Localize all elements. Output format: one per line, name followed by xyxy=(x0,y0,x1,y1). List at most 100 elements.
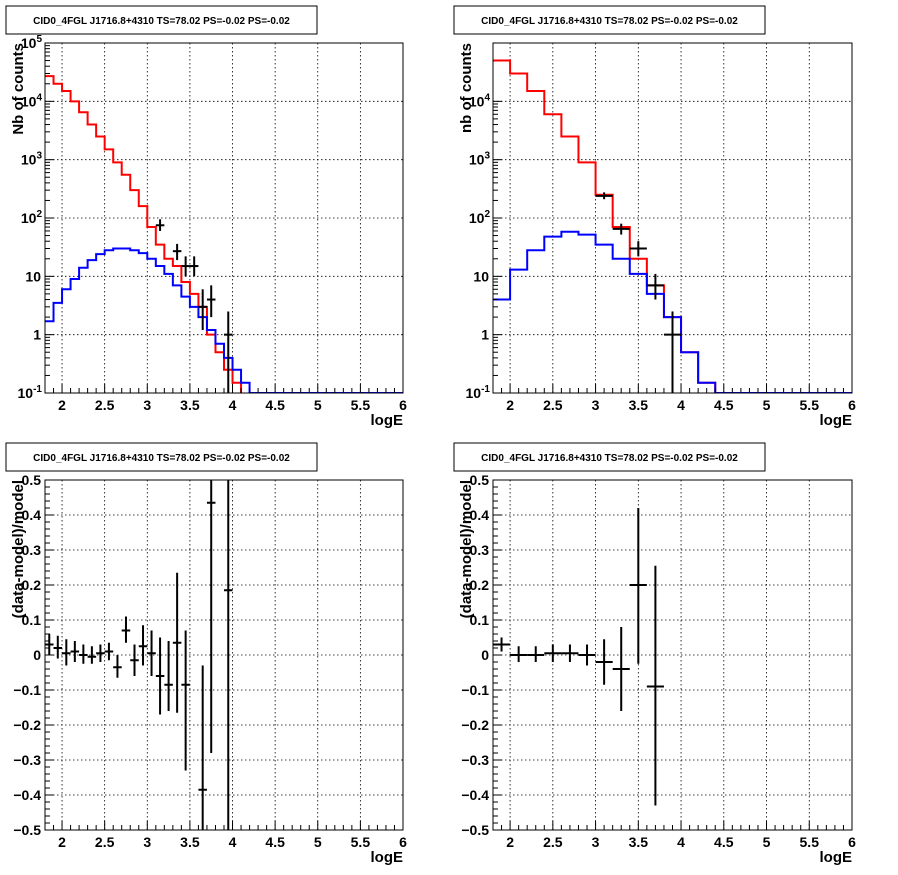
x-tick-label: 5 xyxy=(763,834,771,850)
y-tick-label: 104 xyxy=(21,92,43,109)
data-point xyxy=(595,639,613,685)
y-axis-label: Nb of counts xyxy=(10,43,27,135)
x-tick-label: 6 xyxy=(399,834,407,850)
data-point xyxy=(181,630,190,771)
data-point xyxy=(612,223,630,235)
y-tick-label: 10 xyxy=(473,268,489,284)
data-point xyxy=(224,480,233,830)
x-tick-label: 2 xyxy=(506,834,514,850)
y-axis: −0.5 −0.4 −0.3 −0.2 −0.1 0 0.1 0.2 0.3 0.4 0.5(dat… xyxy=(10,472,54,838)
title-box-border xyxy=(5,5,318,35)
data-point xyxy=(612,627,630,711)
x-tick-label: 3.5 xyxy=(629,834,649,850)
x-tick-label: 3 xyxy=(143,397,151,413)
x-axis-label: logE xyxy=(820,849,853,866)
y-tick-label: −0.4 xyxy=(13,787,41,803)
x-tick-label: 4.5 xyxy=(714,397,734,413)
y-tick-label: −0.3 xyxy=(461,752,489,768)
y-tick-label: 0 xyxy=(481,647,489,663)
data-point xyxy=(595,192,613,200)
x-tick-label: 6 xyxy=(399,397,407,413)
y-tick-label: 0.4 xyxy=(470,507,490,523)
y-tick-label: 10-1 xyxy=(18,384,43,401)
x-tick-label: 2.5 xyxy=(543,397,563,413)
data-layer xyxy=(493,508,664,806)
y-tick-label: −0.5 xyxy=(13,822,41,838)
data-point xyxy=(629,508,647,664)
y-tick-label: −0.5 xyxy=(461,822,489,838)
y-tick-label: 0.3 xyxy=(470,542,490,558)
x-tick-label: 4.5 xyxy=(265,834,285,850)
y-tick-label: −0.1 xyxy=(461,682,489,698)
grid xyxy=(45,480,403,830)
data-point xyxy=(646,273,664,300)
x-tick-label: 2 xyxy=(506,397,514,413)
data-point xyxy=(561,644,579,662)
x-tick-label: 5 xyxy=(314,397,322,413)
data-point xyxy=(172,572,182,713)
y-tick-label: 10-1 xyxy=(466,384,491,401)
x-axis-label: logE xyxy=(371,849,404,866)
data-point xyxy=(164,641,173,711)
x-tick-label: 6 xyxy=(848,834,856,850)
x-tick-label: 5 xyxy=(763,397,771,413)
y-tick-label: 0.5 xyxy=(470,472,490,488)
y-axis-label: nb of counts xyxy=(458,43,475,133)
chart-title-box: CID0_4FGL J1716.8+4310 TS=78.02 PS=-0.02… xyxy=(5,5,318,35)
data-point xyxy=(544,644,562,662)
y-tick-label: 103 xyxy=(469,151,491,168)
data-point xyxy=(45,634,54,655)
data-point xyxy=(578,644,596,666)
x-tick-label: 2.5 xyxy=(95,834,115,850)
data-point xyxy=(104,642,114,661)
histogram-series-red xyxy=(493,59,717,393)
data-point xyxy=(527,646,545,662)
histogram-series-red xyxy=(45,75,243,393)
data-layer xyxy=(45,480,233,830)
y-tick-label: 0.1 xyxy=(22,612,42,628)
y-tick-label: 0 xyxy=(33,647,41,663)
chart-panel-2: CID0_4FGL J1716.8+4310 TS=78.02 PS=-0.02… xyxy=(453,5,856,429)
x-tick-label: 4 xyxy=(677,834,685,850)
y-axis-label: (data-model)/model xyxy=(458,480,475,618)
y-tick-label: 102 xyxy=(21,209,43,226)
x-tick-label: 2.5 xyxy=(95,397,115,413)
y-axis: −0.5 −0.4 −0.3 −0.2 −0.1 0 0.1 0.2 0.3 0.4 0.5(dat… xyxy=(458,472,502,838)
chart-title-box: CID0_4FGL J1716.8+4310 TS=78.02 PS=-0.02… xyxy=(453,5,766,35)
y-tick-label: 105 xyxy=(21,34,43,51)
y-tick-label: 1 xyxy=(33,327,41,343)
y-tick-label: 0.1 xyxy=(470,612,490,628)
x-tick-label: 5.5 xyxy=(351,834,371,850)
y-tick-label: 0.2 xyxy=(22,577,42,593)
data-point xyxy=(113,655,122,678)
data-point xyxy=(147,630,156,676)
x-axis-label: logE xyxy=(371,412,404,429)
data-point xyxy=(121,616,131,643)
x-axis-label: logE xyxy=(820,412,853,429)
data-point xyxy=(198,665,207,830)
histogram-series-blue xyxy=(493,230,852,393)
chart-title: CID0_4FGL J1716.8+4310 TS=78.02 PS=-0.02… xyxy=(33,16,290,27)
y-tick-label: −0.4 xyxy=(461,787,489,803)
data-point xyxy=(62,639,71,666)
title-box-border xyxy=(5,442,318,472)
y-tick-label: −0.1 xyxy=(13,682,41,698)
data-point xyxy=(181,256,190,277)
data-point xyxy=(130,644,139,676)
chart-title: CID0_4FGL J1716.8+4310 TS=78.02 PS=-0.02… xyxy=(481,453,738,464)
x-tick-label: 5 xyxy=(314,834,322,850)
x-tick-label: 4.5 xyxy=(714,834,734,850)
y-tick-label: 10 xyxy=(25,268,41,284)
grid xyxy=(45,43,403,393)
x-tick-label: 3 xyxy=(143,834,151,850)
grid xyxy=(493,480,852,830)
data-layer xyxy=(45,75,403,393)
x-tick-label: 2 xyxy=(58,834,66,850)
y-tick-label: 1 xyxy=(481,327,489,343)
